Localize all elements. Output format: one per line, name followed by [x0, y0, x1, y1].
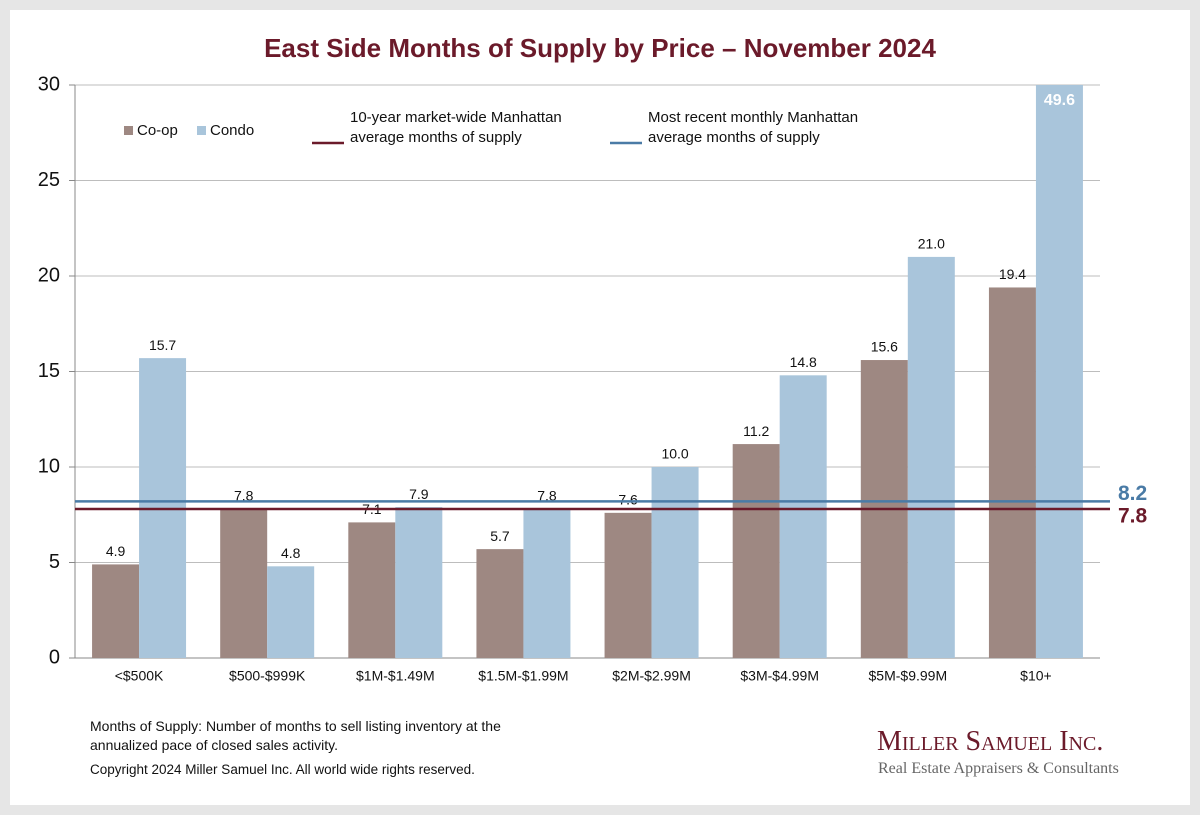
y-tick-label: 0	[49, 646, 60, 668]
legend-label: Co-op	[137, 122, 178, 139]
bar	[732, 444, 780, 658]
bar	[476, 549, 524, 658]
legend-label: 10-year market-wide Manhattan average mo…	[350, 109, 562, 146]
logo-tagline: Real Estate Appraisers & Consultants	[878, 760, 1119, 777]
bar	[988, 287, 1036, 658]
x-tick-label: $1M-$1.49M	[356, 668, 435, 684]
bar	[220, 509, 268, 658]
data-label: 4.8	[281, 545, 301, 561]
chart-title: East Side Months of Supply by Price – No…	[264, 33, 936, 63]
legend-swatch	[124, 126, 133, 135]
bars	[92, 85, 1083, 658]
reference-label: 8.2	[1118, 482, 1147, 505]
bar	[1035, 85, 1083, 658]
bar	[779, 375, 827, 658]
data-label: 49.6	[1044, 92, 1075, 109]
data-label: 15.6	[871, 339, 898, 355]
data-label: 19.4	[999, 266, 1026, 282]
y-tick-label: 5	[49, 551, 60, 573]
legend-swatch	[197, 126, 206, 135]
data-label: 4.9	[106, 543, 126, 559]
bar	[92, 564, 140, 658]
legend-label: Most recent monthly Manhattan average mo…	[648, 109, 859, 146]
y-tick-label: 20	[38, 264, 60, 286]
data-label: 10.0	[661, 446, 688, 462]
data-label: 7.8	[537, 488, 557, 504]
bar	[523, 509, 571, 658]
data-label: 15.7	[149, 337, 176, 353]
data-label: 5.7	[490, 528, 510, 544]
data-label: 7.6	[618, 492, 638, 508]
bar	[604, 512, 652, 658]
data-label: 7.8	[234, 488, 254, 504]
logo-name: Miller Samuel Inc.	[877, 726, 1104, 757]
legend-label: Condo	[210, 122, 254, 139]
data-label: 14.8	[790, 354, 817, 370]
x-tick-label: $3M-$4.99M	[740, 668, 819, 684]
reference-label: 7.8	[1118, 505, 1148, 528]
bar	[651, 467, 699, 658]
data-label: 11.2	[743, 423, 769, 439]
y-tick-label: 25	[38, 169, 60, 191]
x-tick-label: $1.5M-$1.99M	[478, 668, 568, 684]
footnote: Months of Supply: Number of months to se…	[90, 718, 501, 753]
x-tick-label: $10+	[1020, 668, 1052, 684]
x-tick-label: $500-$999K	[229, 668, 306, 684]
y-tick-label: 15	[38, 360, 60, 382]
bar	[267, 566, 315, 658]
bar	[907, 256, 955, 658]
x-tick-label: <$500K	[115, 668, 164, 684]
x-tick-label: $5M-$9.99M	[869, 668, 948, 684]
y-tick-label: 30	[38, 73, 60, 95]
bar	[348, 522, 396, 658]
data-label: 7.9	[409, 486, 429, 502]
bar	[395, 507, 443, 658]
data-label: 21.0	[918, 236, 945, 252]
y-tick-label: 10	[38, 455, 60, 477]
x-tick-label: $2M-$2.99M	[612, 668, 691, 684]
copyright: Copyright 2024 Miller Samuel Inc. All wo…	[90, 762, 475, 777]
